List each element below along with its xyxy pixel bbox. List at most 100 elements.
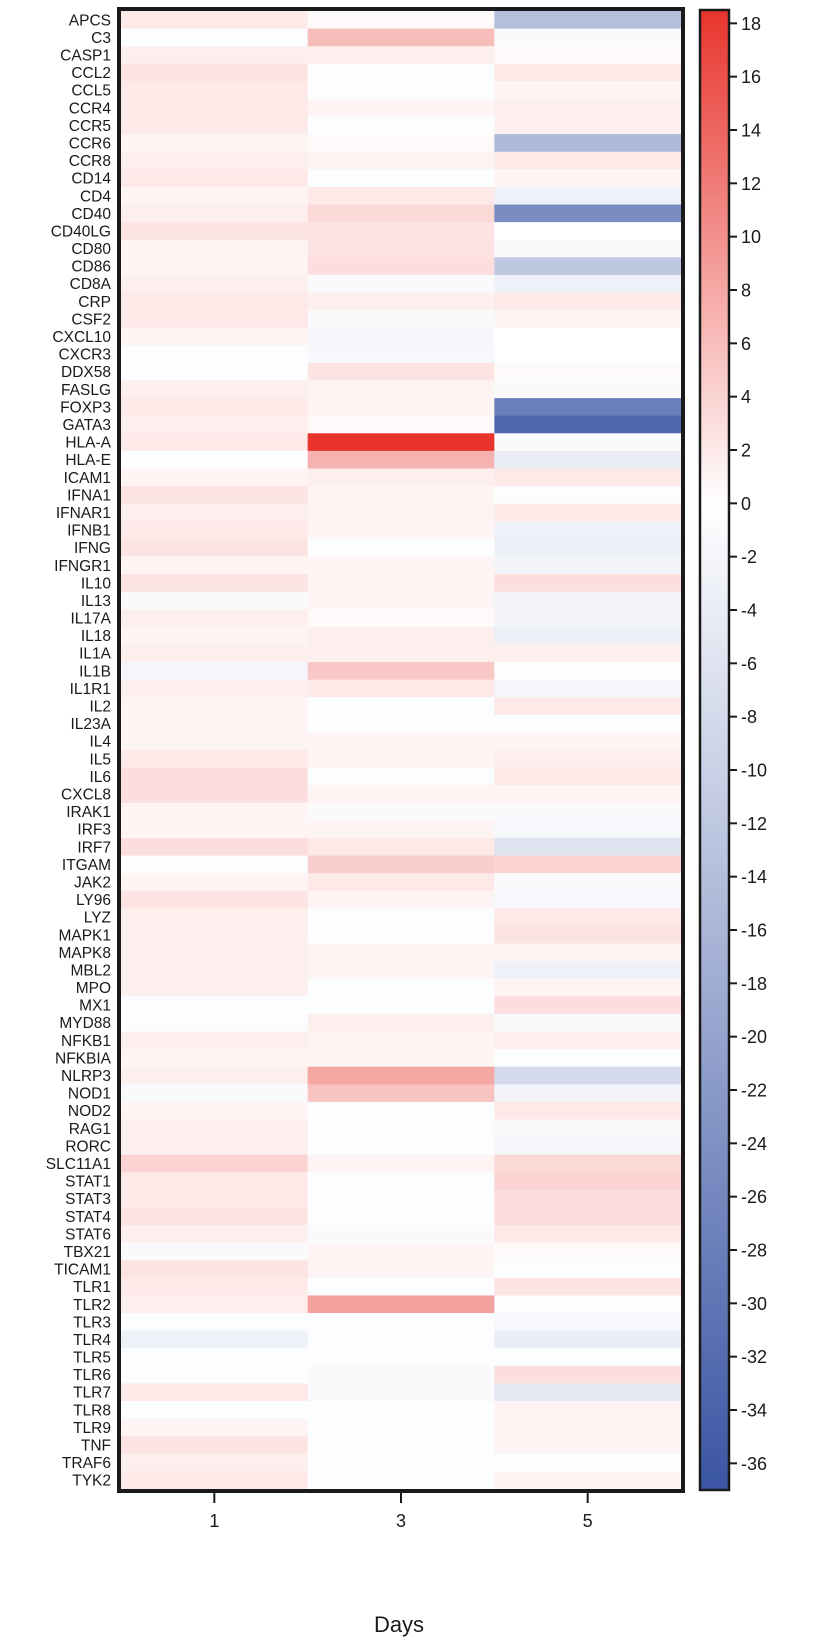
heatmap-cell [494,1277,682,1297]
heatmap-cell [121,644,309,663]
heatmap-cell [307,310,495,329]
heatmap-cell [121,750,309,769]
heatmap-cell [121,1348,309,1367]
heatmap-cell [307,1013,495,1033]
heatmap-cell [121,837,309,857]
heatmap-cell [494,134,682,153]
heatmap-cell [121,468,309,487]
heatmap-cell [121,855,309,874]
heatmap-cell [121,574,309,593]
heatmap-cell [121,1277,309,1297]
row-label: TLR7 [73,1385,111,1402]
heatmap-cell [494,961,682,980]
heatmap-cell [121,767,309,786]
row-label: IFNG [74,540,111,557]
row-label: IL13 [81,593,111,610]
heatmap-cell [494,521,682,540]
heatmap-cell [494,1383,682,1402]
heatmap-cell [121,450,309,470]
row-label: LY96 [76,892,111,909]
colorbar-tick-label: -22 [741,1081,767,1101]
heatmap-cell [494,1154,682,1173]
colorbar-tick-label: 4 [741,387,751,407]
colorbar-tick-label: 10 [741,227,761,247]
heatmap-cell [494,28,682,47]
row-label: CCR8 [69,153,111,170]
heatmap-cell [121,1084,309,1103]
heatmap-cell [494,11,682,30]
heatmap-cell [307,345,495,364]
heatmap-cell [307,503,495,522]
row-label: IL5 [89,751,111,768]
heatmap-cell [307,257,495,276]
heatmap-cell [494,151,682,170]
heatmap-cell [494,433,682,452]
heatmap-cell [494,1189,682,1209]
row-label: RAG1 [69,1121,111,1138]
x-tick-label: 3 [396,1511,406,1531]
heatmap-cell [121,415,309,434]
heatmap-cell [494,679,682,698]
heatmap-cell [121,1189,309,1209]
heatmap-cell [307,626,495,646]
heatmap-cell [307,1313,495,1332]
heatmap-cell [307,591,495,610]
colorbar-gradient [698,8,731,1492]
colorbar-tick-label: -28 [741,1241,767,1261]
row-label: IL6 [89,769,111,786]
heatmap-cell [307,239,495,258]
colorbar-tick-label: -18 [741,974,767,994]
row-label: TRAF6 [62,1455,111,1472]
heatmap-cell [121,925,309,945]
colorbar-tick-label: -32 [741,1347,767,1367]
heatmap-cell [494,538,682,558]
heatmap-cell [121,274,309,294]
heatmap-cell [121,151,309,170]
heatmap-cell [494,1471,682,1490]
row-label: IL1A [79,646,112,663]
heatmap-cell [121,1330,309,1349]
heatmap-cell [494,327,682,346]
row-label: TNF [81,1438,111,1455]
colorbar-tick-label: 12 [741,174,761,194]
heatmap-cell [121,28,309,47]
heatmap-cell [307,398,495,417]
heatmap-cell [494,116,682,135]
heatmap-cell [121,697,309,716]
heatmap-cell [307,1137,495,1156]
row-label: CASP1 [60,47,111,64]
heatmap-cell [494,1242,682,1261]
heatmap-cell [121,591,309,610]
colorbar-tick-label: -6 [741,654,757,674]
heatmap-cell [494,609,682,628]
heatmap-cell [307,1189,495,1209]
heatmap-cell [494,1101,682,1121]
heatmap-cell [307,134,495,153]
heatmap-cell [494,415,682,434]
heatmap-cell [494,996,682,1015]
heatmap-cell [494,925,682,945]
colorbar-tick-label: 18 [741,14,761,34]
heatmap-cell [494,732,682,751]
heatmap-cell [307,1295,495,1314]
row-label: JAK2 [74,874,111,891]
row-label: SLC11A1 [46,1156,111,1173]
heatmap-cell [121,609,309,628]
heatmap-cell [307,1207,495,1226]
heatmap-cell [121,1031,309,1050]
heatmap-cell [494,1172,682,1191]
heatmap-cell [121,204,309,223]
x-axis: 1 3 5 [209,1491,593,1531]
colorbar-tick-label: 8 [741,281,751,301]
heatmap-cell [307,468,495,487]
row-label: LYZ [84,910,111,927]
heatmap-cell [494,1453,682,1473]
row-label: TLR9 [73,1420,111,1437]
row-label: IL1B [79,663,111,680]
row-label: RORC [65,1138,111,1155]
heatmap-cell [121,538,309,558]
heatmap-cell [307,1172,495,1191]
row-label: IL17A [70,611,111,628]
heatmap-cell [307,1066,495,1085]
heatmap-cell [307,802,495,821]
